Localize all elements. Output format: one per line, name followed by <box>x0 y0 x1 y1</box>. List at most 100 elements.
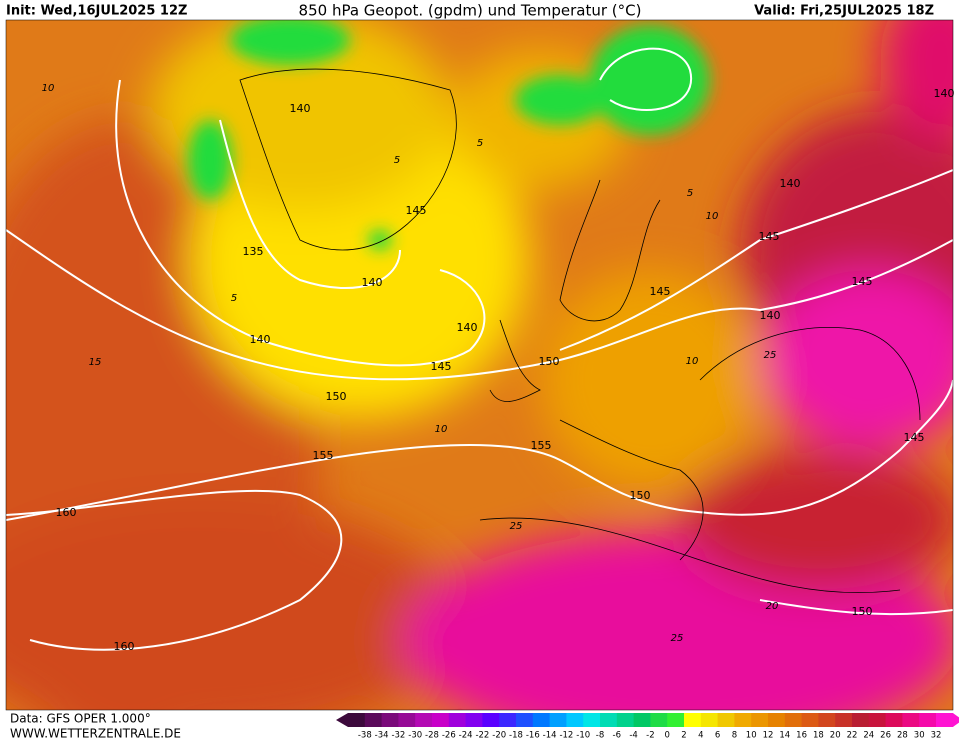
color-bar-label: -14 <box>543 731 557 741</box>
color-bar-label: 14 <box>779 731 790 741</box>
geopotential-label: 145 <box>406 204 427 217</box>
color-bar-label: 32 <box>931 731 942 741</box>
color-bar-label: -30 <box>408 731 422 741</box>
temperature-label: 5 <box>687 188 693 199</box>
color-bar: -38 -34 -32 -30 -28 -26 -24 -22 -20 -18 -16 -14 -12 -… <box>336 713 959 741</box>
geopotential-label: 135 <box>243 245 264 258</box>
geopotential-label: 140 <box>780 177 801 190</box>
color-bar-label: -22 <box>475 731 489 741</box>
color-swatch <box>751 713 769 727</box>
geopotential-label: 145 <box>431 360 452 373</box>
color-bar-label: 18 <box>813 731 824 741</box>
color-bar-label: 12 <box>763 731 774 741</box>
color-swatch <box>465 713 483 727</box>
color-swatch <box>700 713 718 727</box>
color-swatch <box>616 713 634 727</box>
geopotential-label: 150 <box>326 390 347 403</box>
site-name: WWW.WETTERZENTRALE.DE <box>10 727 181 741</box>
color-swatch <box>432 713 450 727</box>
color-swatch <box>499 713 517 727</box>
color-swatch <box>566 713 584 727</box>
temperature-label: 25 <box>764 350 777 361</box>
color-bar-label: 20 <box>830 731 841 741</box>
color-bar-label: -18 <box>509 731 523 741</box>
temperature-label: 10 <box>435 424 448 435</box>
geopotential-label: 150 <box>630 489 651 502</box>
geopotential-label: 160 <box>114 640 135 653</box>
geopotential-label: 140 <box>457 321 478 334</box>
geopotential-label: 150 <box>539 355 560 368</box>
color-swatch <box>348 713 366 727</box>
geopotential-label: 145 <box>759 230 780 243</box>
color-bar-label: -8 <box>596 731 604 741</box>
color-bar-label: 6 <box>715 731 720 741</box>
color-bar-label: 0 <box>664 731 669 741</box>
color-bar-label: -34 <box>375 731 389 741</box>
color-swatch <box>936 713 954 727</box>
map-labels: 1401351401401401451451501551601601501551… <box>42 83 955 653</box>
temperature-label: 25 <box>671 633 684 644</box>
color-swatch <box>784 713 802 727</box>
color-swatch <box>734 713 752 727</box>
color-bar-arrow <box>336 713 348 727</box>
init-time: Init: Wed,16JUL2025 12Z <box>6 4 187 19</box>
geopotential-label: 140 <box>362 276 383 289</box>
color-bar-label: -26 <box>442 731 456 741</box>
valid-time: Valid: Fri,25JUL2025 18Z <box>754 4 934 19</box>
color-swatch <box>868 713 886 727</box>
geopotential-label: 140 <box>760 309 781 322</box>
color-bar-label: -4 <box>629 731 637 741</box>
color-bar-label: 16 <box>796 731 807 741</box>
color-swatch <box>381 713 399 727</box>
geopotential-label: 160 <box>56 506 77 519</box>
color-bar-label: -24 <box>459 731 473 741</box>
color-swatch <box>448 713 466 727</box>
color-swatch <box>549 713 567 727</box>
geopotential-label: 150 <box>852 605 873 618</box>
color-swatch <box>885 713 903 727</box>
color-bar-label: -6 <box>613 731 621 741</box>
color-bar-label: 24 <box>863 731 874 741</box>
geopotential-label: 140 <box>250 333 271 346</box>
color-bar-label: -12 <box>559 731 573 741</box>
color-swatch <box>919 713 937 727</box>
map-title: 850 hPa Geopot. (gpdm) und Temperatur (°… <box>299 2 642 20</box>
data-source: Data: GFS OPER 1.000° <box>10 712 151 726</box>
color-swatch <box>600 713 618 727</box>
temperature-label: 10 <box>706 211 719 222</box>
color-bar-label: 2 <box>681 731 686 741</box>
color-bar-label: -38 <box>358 731 372 741</box>
color-swatch <box>364 713 382 727</box>
color-swatch <box>684 713 702 727</box>
geopotential-label: 155 <box>531 439 552 452</box>
temperature-label: 10 <box>686 356 699 367</box>
color-swatch <box>667 713 685 727</box>
temperature-label: 20 <box>766 601 779 612</box>
color-bar-label: -32 <box>391 731 405 741</box>
color-swatch <box>818 713 836 727</box>
geopotential-label: 145 <box>650 285 671 298</box>
color-bar-label: 26 <box>880 731 891 741</box>
color-swatch <box>835 713 853 727</box>
color-swatch <box>532 713 550 727</box>
color-bar-label: 8 <box>732 731 737 741</box>
temperature-label: 5 <box>394 155 400 166</box>
temperature-label: 15 <box>89 357 102 368</box>
color-swatch <box>801 713 819 727</box>
color-swatch <box>717 713 735 727</box>
color-bar-label: 4 <box>698 731 703 741</box>
color-swatch <box>415 713 433 727</box>
temperature-label: 5 <box>231 293 237 304</box>
temperature-label: 5 <box>477 138 483 149</box>
geopotential-label: 145 <box>904 431 925 444</box>
color-swatch <box>852 713 870 727</box>
color-bar-label: -28 <box>425 731 439 741</box>
geopotential-label: 140 <box>290 102 311 115</box>
coastlines <box>239 68 921 594</box>
color-bar-arrow <box>952 713 959 727</box>
color-swatch <box>633 713 651 727</box>
color-bar-label: -20 <box>492 731 506 741</box>
color-bar-label: 22 <box>847 731 858 741</box>
color-bar-label: -16 <box>526 731 540 741</box>
